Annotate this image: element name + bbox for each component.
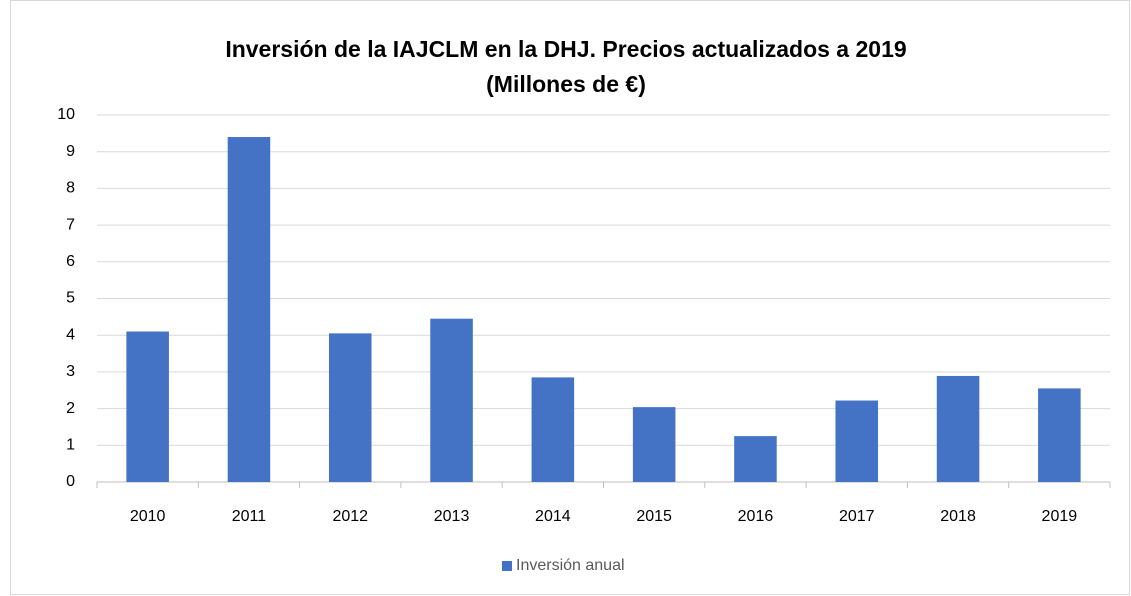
- bar: [531, 377, 575, 482]
- y-tick-label: 1: [66, 437, 75, 454]
- bar: [430, 318, 473, 482]
- chart-subtitle: (Millones de €): [486, 71, 646, 97]
- y-tick-label: 5: [66, 290, 75, 307]
- x-tick-label: 2013: [434, 508, 470, 525]
- x-tick-label: 2016: [738, 508, 774, 525]
- x-tick-label: 2012: [332, 508, 368, 525]
- y-tick-label: 4: [66, 326, 75, 343]
- legend: Inversión anual: [502, 557, 625, 574]
- bar: [227, 137, 271, 482]
- y-tick-label: 3: [66, 363, 75, 380]
- chart-title: Inversión de la IAJCLM en la DHJ. Precio…: [225, 36, 906, 62]
- x-tick-label: 2014: [535, 508, 571, 525]
- legend-label: Inversión anual: [516, 557, 625, 574]
- y-tick-label: 7: [66, 216, 75, 233]
- legend-swatch: [502, 561, 512, 571]
- x-tick-label: 2019: [1042, 508, 1078, 525]
- x-tick-label: 2010: [130, 508, 166, 525]
- x-tick-label: 2011: [232, 508, 267, 525]
- y-tick-label: 8: [66, 180, 75, 197]
- chart-frame: [10, 0, 1130, 595]
- bar: [328, 333, 372, 482]
- x-tick-label: 2018: [940, 508, 976, 525]
- bar: [835, 400, 879, 482]
- y-tick-label: 10: [57, 106, 75, 123]
- x-tick-label: 2015: [636, 508, 672, 525]
- y-tick-label: 0: [66, 473, 75, 490]
- bar: [126, 331, 169, 482]
- y-tick-label: 6: [66, 253, 75, 270]
- bar: [734, 436, 777, 482]
- y-tick-label: 2: [66, 400, 75, 417]
- bar: [936, 375, 980, 482]
- y-tick-label: 9: [66, 143, 75, 160]
- x-tick-label: 2017: [839, 508, 875, 525]
- bar: [1038, 388, 1081, 482]
- bar: [632, 407, 676, 482]
